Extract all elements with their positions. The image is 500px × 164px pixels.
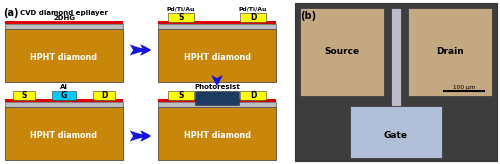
Bar: [168, 91, 194, 100]
Bar: [5, 106, 123, 160]
Bar: [158, 99, 276, 102]
Bar: [5, 23, 123, 29]
Text: HPHT diamond: HPHT diamond: [30, 132, 98, 141]
Bar: [168, 13, 194, 22]
Bar: [158, 23, 276, 29]
Bar: [158, 21, 276, 23]
Text: S: S: [178, 13, 184, 22]
Text: HPHT diamond: HPHT diamond: [30, 53, 98, 62]
Text: 100 μm: 100 μm: [453, 85, 475, 91]
Bar: [391, 8, 401, 106]
Text: Gate: Gate: [384, 132, 408, 141]
Bar: [300, 8, 384, 96]
Bar: [158, 29, 276, 82]
Bar: [240, 91, 266, 100]
Bar: [5, 102, 123, 106]
Text: CVD diamond epilayer: CVD diamond epilayer: [20, 10, 108, 16]
Bar: [158, 102, 276, 106]
Text: D: D: [101, 91, 107, 100]
Bar: [350, 106, 442, 158]
Bar: [13, 91, 35, 100]
Bar: [295, 3, 497, 161]
Text: S: S: [178, 91, 184, 100]
Text: D: D: [250, 13, 256, 22]
Bar: [5, 29, 123, 82]
Text: Pd/Ti/Au: Pd/Ti/Au: [167, 7, 195, 11]
Text: Al: Al: [60, 84, 68, 90]
Text: HPHT diamond: HPHT diamond: [184, 53, 250, 62]
Bar: [158, 106, 276, 160]
Text: (b): (b): [300, 11, 316, 21]
Text: S: S: [22, 91, 26, 100]
Bar: [93, 91, 115, 100]
Text: Photoresist: Photoresist: [194, 84, 240, 90]
Text: G: G: [61, 91, 67, 100]
Bar: [240, 13, 266, 22]
Bar: [5, 21, 123, 23]
Bar: [5, 99, 123, 102]
Text: Pd/Ti/Au: Pd/Ti/Au: [239, 7, 267, 11]
Text: 2DHG: 2DHG: [53, 16, 75, 21]
Bar: [195, 91, 239, 105]
Text: HPHT diamond: HPHT diamond: [184, 132, 250, 141]
Text: D: D: [250, 91, 256, 100]
Bar: [408, 8, 492, 96]
Bar: [52, 91, 76, 100]
Text: Source: Source: [324, 48, 360, 57]
Text: (a): (a): [3, 8, 18, 18]
Text: Drain: Drain: [436, 48, 464, 57]
